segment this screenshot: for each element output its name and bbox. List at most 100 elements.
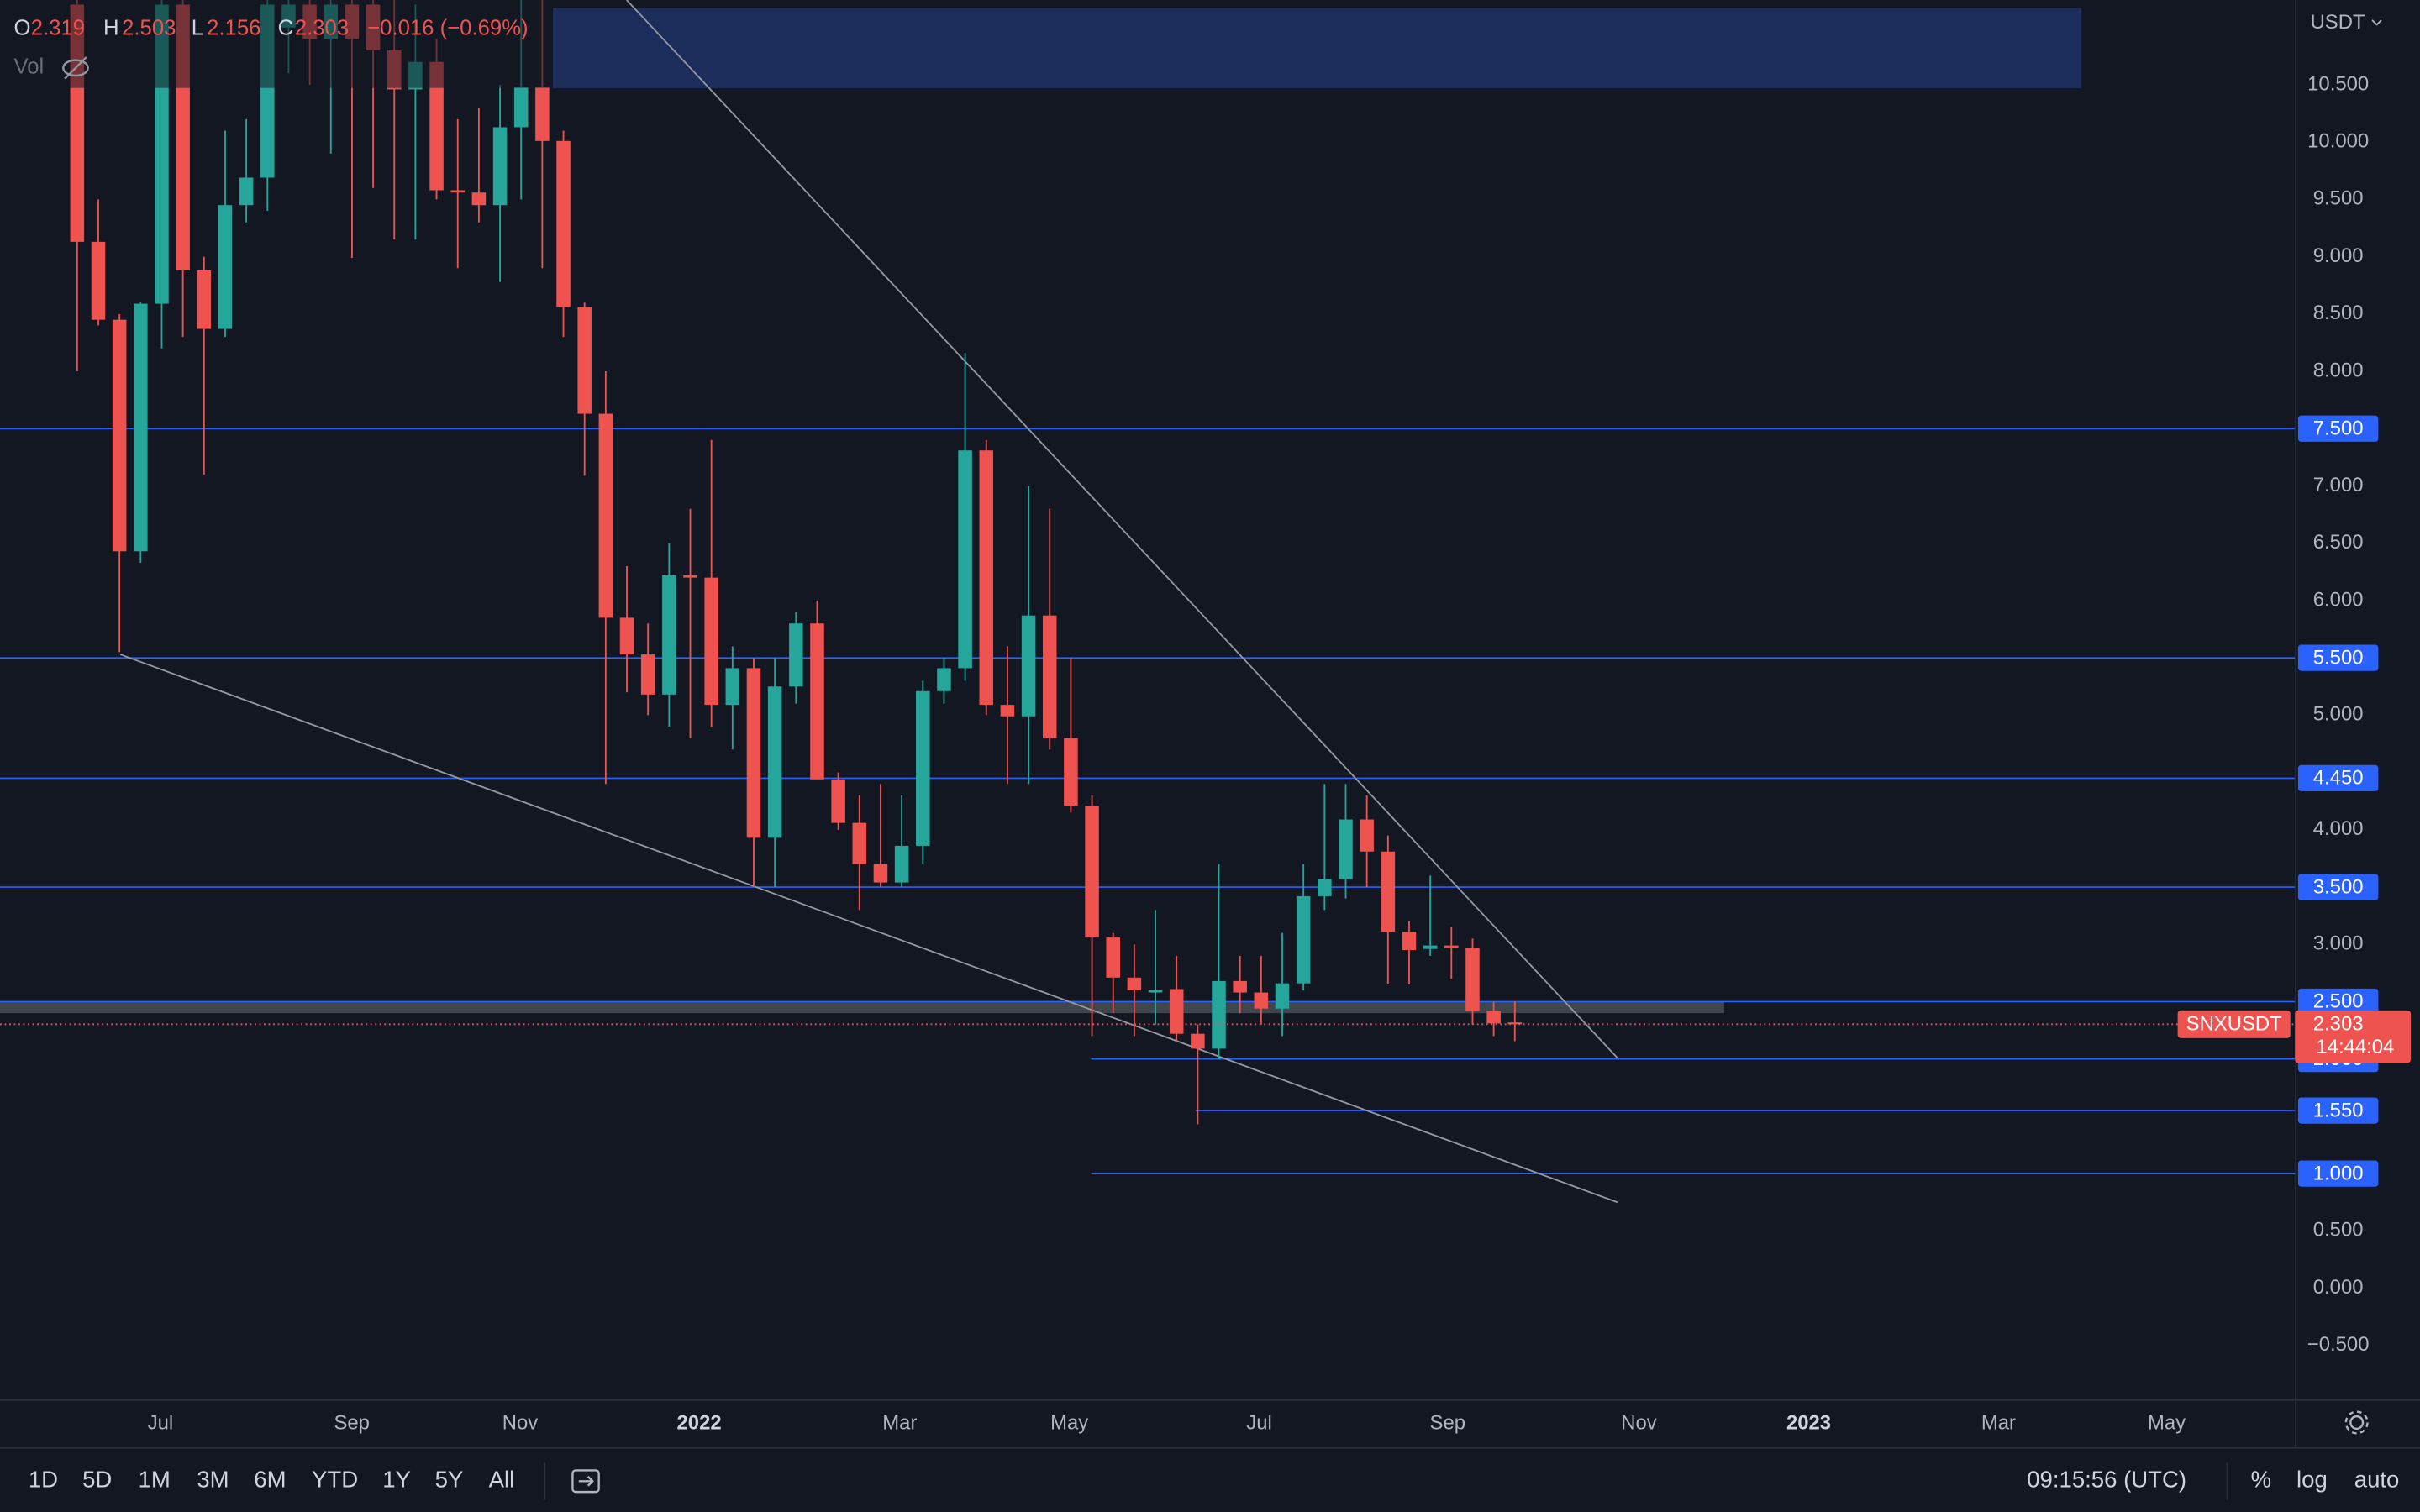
range-button[interactable]: 1D: [29, 1467, 58, 1493]
y-tick-label: 9.000: [2313, 244, 2364, 267]
zone: [0, 1001, 1724, 1014]
candle-body: [810, 623, 824, 780]
range-button[interactable]: 1Y: [382, 1467, 411, 1493]
x-tick-label: May: [1050, 1412, 1088, 1435]
scale-option[interactable]: log: [2296, 1467, 2328, 1493]
candle-body: [1318, 879, 1332, 896]
y-tick-label: 10.500: [2307, 72, 2369, 95]
range-button[interactable]: 5D: [82, 1467, 112, 1493]
candle-body: [218, 205, 233, 329]
price-label: 2.303: [2313, 1013, 2364, 1036]
level-label: 2.500: [2313, 990, 2364, 1013]
x-tick-label: Jul: [148, 1412, 174, 1435]
candle-body: [1381, 851, 1396, 932]
candle-body: [1000, 705, 1015, 717]
candle-body: [958, 450, 972, 669]
candle-body: [1191, 1033, 1205, 1049]
currency-label[interactable]: USDT: [2311, 11, 2365, 34]
candle-body: [112, 319, 127, 552]
candle-body: [513, 87, 529, 128]
legend-high: 2.503: [122, 17, 176, 40]
currency-caret[interactable]: [2371, 19, 2382, 26]
y-tick-label: −0.500: [2307, 1333, 2370, 1356]
candle-body: [556, 140, 571, 307]
candle-body: [1148, 990, 1163, 993]
legend-backdrop: [0, 0, 553, 88]
y-tick-label: 9.500: [2313, 187, 2364, 210]
candle-body: [577, 307, 592, 414]
clock[interactable]: 09:15:56 (UTC): [2027, 1467, 2186, 1493]
y-tick-label: 8.500: [2313, 302, 2364, 324]
y-tick-label: 3.000: [2313, 932, 2364, 955]
candle-body: [197, 270, 212, 329]
candle-body: [91, 241, 106, 320]
candle-body: [429, 61, 444, 191]
x-tick-label: Jul: [1246, 1412, 1272, 1435]
plot-area: [0, 0, 2296, 1204]
x-tick-label: 2023: [1786, 1412, 1831, 1435]
hidden-icon[interactable]: [62, 56, 89, 80]
range-button[interactable]: All: [489, 1467, 515, 1493]
x-tick-label: Mar: [1981, 1412, 2016, 1435]
candle-body: [1296, 895, 1311, 984]
candle-body: [789, 623, 803, 687]
date-range-icon[interactable]: [571, 1469, 600, 1494]
level-label-box: [2297, 1160, 2379, 1187]
countdown: 14:44:04: [2316, 1036, 2394, 1058]
y-tick-label: 10.000: [2307, 129, 2369, 152]
scale-option[interactable]: auto: [2354, 1467, 2400, 1493]
y-tick-label: 5.000: [2313, 703, 2364, 726]
settings-icon[interactable]: [2344, 1410, 2369, 1435]
candle-body: [1465, 948, 1480, 1011]
range-button[interactable]: 3M: [197, 1467, 229, 1493]
candle-body: [662, 575, 676, 695]
legend-key: O: [14, 17, 31, 40]
range-button[interactable]: 1M: [139, 1467, 171, 1493]
candle-body: [1254, 992, 1269, 1009]
candle-body: [1339, 819, 1353, 879]
level-label-box: [2297, 644, 2379, 671]
range-button[interactable]: 6M: [254, 1467, 286, 1493]
candle-body: [852, 822, 867, 864]
y-tick-label: 8.000: [2313, 359, 2364, 381]
candle-body: [725, 668, 740, 706]
range-button[interactable]: YTD: [312, 1467, 358, 1493]
symbol-tag: [2177, 1010, 2291, 1038]
price-box: [2295, 1010, 2411, 1063]
range-button[interactable]: 5Y: [435, 1467, 464, 1493]
candle-body: [1507, 1022, 1523, 1025]
candle-body: [767, 686, 782, 838]
y-tick-label: 0.500: [2313, 1219, 2364, 1242]
candle-body: [979, 450, 994, 706]
candle-body: [471, 192, 487, 206]
x-tick-label: Sep: [334, 1412, 369, 1435]
candle-body: [916, 690, 930, 846]
candle-body: [1402, 932, 1417, 951]
candle-body: [894, 845, 909, 883]
candle-body: [640, 654, 655, 695]
level-label: 7.500: [2313, 417, 2364, 440]
legend-open: 2.319: [31, 17, 85, 40]
x-tick-label: May: [2148, 1412, 2186, 1435]
y-tick-label: 0.000: [2313, 1276, 2364, 1299]
candle-body: [937, 668, 951, 691]
candle-body: [1106, 937, 1120, 978]
level-label-box: [2297, 415, 2379, 442]
volume-label[interactable]: Vol: [14, 55, 45, 79]
scale-option[interactable]: %: [2251, 1467, 2272, 1493]
level-label: 4.450: [2313, 767, 2364, 790]
level-label: 1.550: [2313, 1099, 2364, 1121]
candle-body: [1212, 980, 1226, 1049]
level-label: 5.500: [2313, 646, 2364, 669]
candle-body: [535, 87, 550, 141]
candle-body: [1064, 738, 1078, 806]
candle-body: [1021, 615, 1036, 717]
x-tick-label: Mar: [882, 1412, 917, 1435]
legend-key: L: [192, 17, 203, 40]
y-tick-label: 4.000: [2313, 817, 2364, 840]
x-tick-label: Sep: [1430, 1412, 1465, 1435]
legend-close: 2.303: [295, 17, 349, 40]
